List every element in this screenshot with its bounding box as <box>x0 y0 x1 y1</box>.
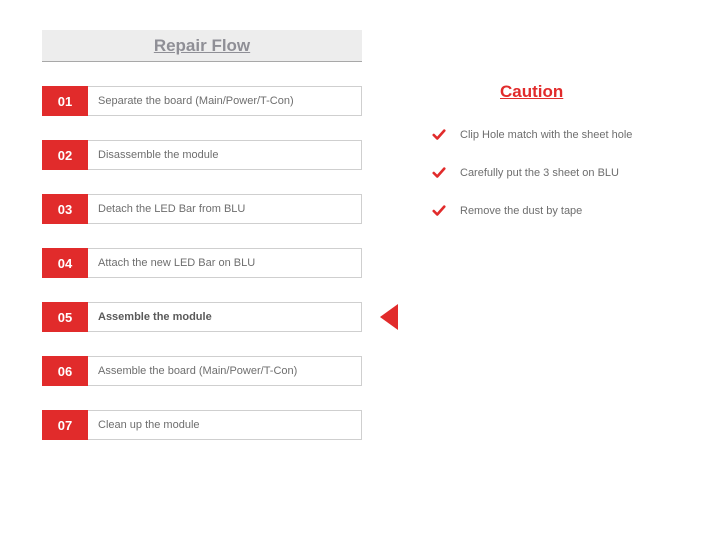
active-step-arrow-icon <box>380 304 398 330</box>
step-label: Disassemble the module <box>88 140 362 170</box>
step-label: Detach the LED Bar from BLU <box>88 194 362 224</box>
caution-item: Clip Hole match with the sheet hole <box>432 128 702 142</box>
check-icon <box>432 128 446 142</box>
caution-title: Caution <box>500 82 563 102</box>
step-label: Attach the new LED Bar on BLU <box>88 248 362 278</box>
step-row: 03Detach the LED Bar from BLU <box>42 194 362 224</box>
step-row: 02Disassemble the module <box>42 140 362 170</box>
step-number: 03 <box>42 194 88 224</box>
step-row: 01Separate the board (Main/Power/T-Con) <box>42 86 362 116</box>
step-label: Assemble the board (Main/Power/T-Con) <box>88 356 362 386</box>
caution-item: Carefully put the 3 sheet on BLU <box>432 166 702 180</box>
step-label: Separate the board (Main/Power/T-Con) <box>88 86 362 116</box>
step-number: 05 <box>42 302 88 332</box>
step-row: 04Attach the new LED Bar on BLU <box>42 248 362 278</box>
check-icon <box>432 204 446 218</box>
page-title: Repair Flow <box>154 36 250 56</box>
step-number: 07 <box>42 410 88 440</box>
step-label: Assemble the module <box>88 302 362 332</box>
step-number: 04 <box>42 248 88 278</box>
caution-text: Remove the dust by tape <box>460 205 582 217</box>
check-icon <box>432 166 446 180</box>
step-number: 01 <box>42 86 88 116</box>
caution-list: Clip Hole match with the sheet hole Caref… <box>432 128 702 242</box>
step-number: 02 <box>42 140 88 170</box>
step-row: 06Assemble the board (Main/Power/T-Con) <box>42 356 362 386</box>
title-box: Repair Flow <box>42 30 362 62</box>
step-row: 05Assemble the module <box>42 302 362 332</box>
steps-list: 01Separate the board (Main/Power/T-Con)0… <box>42 86 362 464</box>
step-label: Clean up the module <box>88 410 362 440</box>
step-row: 07Clean up the module <box>42 410 362 440</box>
caution-item: Remove the dust by tape <box>432 204 702 218</box>
page: Repair Flow 01Separate the board (Main/P… <box>0 0 720 540</box>
caution-text: Carefully put the 3 sheet on BLU <box>460 167 619 179</box>
caution-text: Clip Hole match with the sheet hole <box>460 129 632 141</box>
step-number: 06 <box>42 356 88 386</box>
